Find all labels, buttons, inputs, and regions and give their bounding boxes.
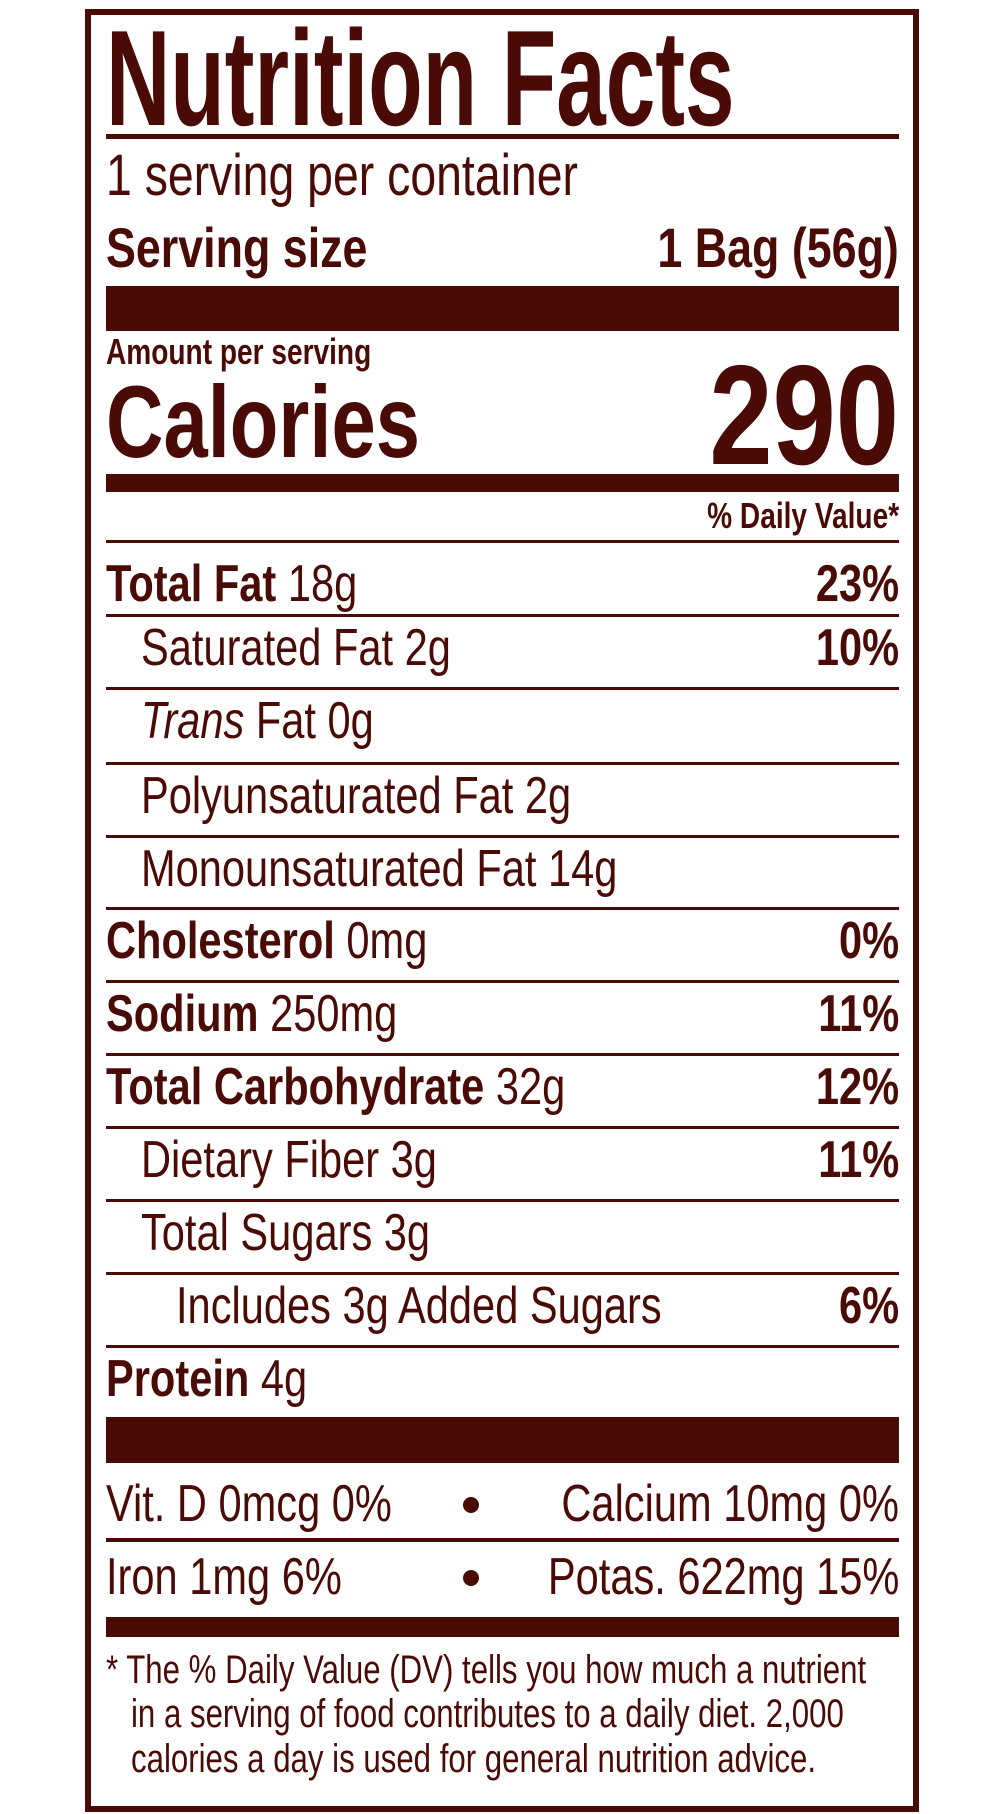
nutrient-name: Polyunsaturated Fat	[141, 767, 514, 825]
divider	[106, 1345, 899, 1348]
nutrient-name-italic: Trans	[141, 692, 245, 750]
divider	[106, 1126, 899, 1129]
nutrient-daily-value: 23%	[815, 555, 899, 613]
nutrient-daily-value: 0%	[838, 912, 899, 970]
nutrient-amount: 3g	[390, 1131, 437, 1189]
nutrient-row: Monounsaturated Fat 14g	[141, 843, 617, 895]
nutrient-name: Cholesterol	[106, 912, 335, 970]
nutrient-name: Protein	[106, 1350, 250, 1408]
nutrient-daily-value: 11%	[818, 1131, 899, 1189]
potassium: Potas. 622mg 15%	[547, 1548, 899, 1606]
nutrient-daily-value: 11%	[818, 985, 899, 1043]
thick-divider	[106, 286, 899, 331]
calories-label: Calories	[106, 365, 420, 479]
divider	[106, 1053, 899, 1056]
nutrient-name: Monounsaturated Fat	[141, 840, 537, 898]
divider	[106, 1538, 899, 1542]
divider	[106, 980, 899, 983]
bullet-icon	[463, 1570, 479, 1586]
nutrient-row: Sodium 250mg	[106, 988, 397, 1040]
bullet-icon	[463, 1497, 479, 1513]
iron: Iron 1mg 6%	[106, 1548, 342, 1606]
nutrient-amount: 32g	[495, 1058, 566, 1116]
nutrient-daily-value: 6%	[838, 1277, 899, 1335]
footnote-line: in a serving of food contributes to a da…	[131, 1692, 844, 1736]
divider	[106, 762, 899, 765]
nutrient-row: Cholesterol 0mg	[106, 915, 427, 967]
divider	[106, 614, 899, 617]
divider	[106, 835, 899, 838]
divider	[106, 1199, 899, 1202]
calcium: Calcium 10mg 0%	[561, 1475, 899, 1533]
nutrient-row: Total Carbohydrate 32g	[106, 1061, 565, 1113]
nutrient-amount: 0g	[327, 692, 374, 750]
vitamin-d: Vit. D 0mcg 0%	[106, 1475, 392, 1533]
nutrient-row: Polyunsaturated Fat 2g	[141, 770, 571, 822]
calories-value: 290	[709, 336, 899, 495]
nutrient-daily-value: 12%	[815, 1058, 899, 1116]
nutrient-row: Dietary Fiber 3g	[141, 1134, 437, 1186]
nutrient-amount: 4g	[260, 1350, 308, 1408]
medium-divider	[106, 1617, 899, 1637]
nutrient-amount: 14g	[548, 840, 618, 898]
label-title: Nutrition Facts	[106, 2, 735, 154]
nutrient-name: Includes 3g Added Sugars	[176, 1277, 662, 1335]
label-border	[85, 9, 919, 1812]
nutrient-daily-value: 10%	[815, 619, 899, 677]
nutrient-row: Trans Fat 0g	[141, 695, 374, 747]
nutrient-amount: 2g	[404, 619, 451, 677]
nutrient-row: Total Fat 18g	[106, 558, 357, 610]
nutrient-name: Total Carbohydrate	[106, 1058, 485, 1116]
serving-size-label: Serving size	[106, 216, 368, 279]
serving-size-value: 1 Bag (56g)	[657, 216, 899, 279]
divider	[106, 134, 899, 139]
divider	[106, 907, 899, 910]
servings-per-container: 1 serving per container	[106, 143, 578, 208]
footnote-line: calories a day is used for general nutri…	[131, 1737, 817, 1781]
nutrient-name: Total Sugars	[141, 1204, 373, 1262]
nutrient-amount: 250mg	[270, 985, 398, 1043]
nutrient-row: Protein 4g	[106, 1353, 307, 1405]
nutrient-row: Total Sugars 3g	[141, 1207, 430, 1259]
nutrient-amount: 0mg	[346, 912, 428, 970]
divider	[106, 540, 899, 543]
nutrient-name: Fat	[255, 692, 316, 750]
nutrient-name: Total Fat	[106, 555, 277, 613]
thick-divider	[106, 1417, 899, 1463]
nutrient-name: Saturated Fat	[141, 619, 394, 677]
nutrient-name: Dietary Fiber	[141, 1131, 380, 1189]
nutrient-amount: 3g	[383, 1204, 431, 1262]
nutrient-amount: 2g	[524, 767, 572, 825]
medium-divider	[106, 474, 899, 492]
footnote-line: * The % Daily Value (DV) tells you how m…	[106, 1648, 867, 1692]
divider	[106, 1272, 899, 1275]
divider	[106, 687, 899, 690]
daily-value-header: % Daily Value*	[707, 495, 899, 536]
nutrient-amount: 18g	[287, 555, 358, 613]
nutrient-row: Includes 3g Added Sugars	[176, 1280, 662, 1332]
amount-per-serving: Amount per serving	[106, 331, 372, 372]
nutrient-row: Saturated Fat 2g	[141, 622, 451, 674]
nutrient-name: Sodium	[106, 985, 259, 1043]
